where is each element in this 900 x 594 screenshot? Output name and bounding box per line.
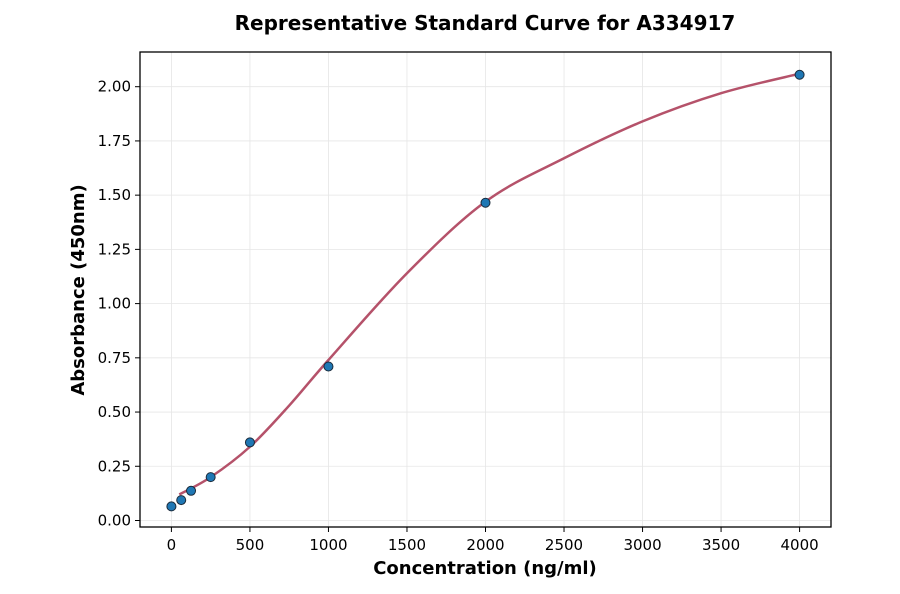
x-tick-label: 4000: [780, 536, 818, 554]
chart-title: Representative Standard Curve for A33491…: [235, 11, 736, 35]
data-point: [323, 361, 334, 372]
data-point: [186, 485, 197, 496]
x-axis-label: Concentration (ng/ml): [373, 558, 597, 579]
data-point: [205, 472, 216, 483]
y-tick-label: 0.00: [98, 511, 131, 529]
data-point: [244, 437, 255, 448]
x-tick-label: 0: [167, 536, 177, 554]
x-tick-label: 2500: [545, 536, 583, 554]
y-tick-label: 1.75: [98, 132, 131, 150]
x-tick-label: 1500: [388, 536, 426, 554]
data-point: [794, 69, 805, 80]
y-tick-label: 0.75: [98, 349, 131, 367]
x-tick-label: 3000: [623, 536, 661, 554]
y-tick-label: 0.50: [98, 403, 131, 421]
y-tick-label: 2.00: [98, 78, 131, 96]
y-axis-label: Absorbance (450nm): [68, 184, 89, 395]
y-tick-label: 1.50: [98, 186, 131, 204]
x-tick-label: 3500: [702, 536, 740, 554]
data-point: [176, 495, 187, 506]
y-tick-label: 0.25: [98, 457, 131, 475]
y-tick-label: 1.00: [98, 295, 131, 313]
x-tick-label: 1000: [309, 536, 347, 554]
x-tick-label: 500: [236, 536, 265, 554]
fit-curve-line: [178, 72, 800, 496]
x-tick-label: 2000: [466, 536, 504, 554]
data-point: [480, 197, 491, 208]
data-point: [166, 501, 177, 512]
y-tick-label: 1.25: [98, 240, 131, 258]
